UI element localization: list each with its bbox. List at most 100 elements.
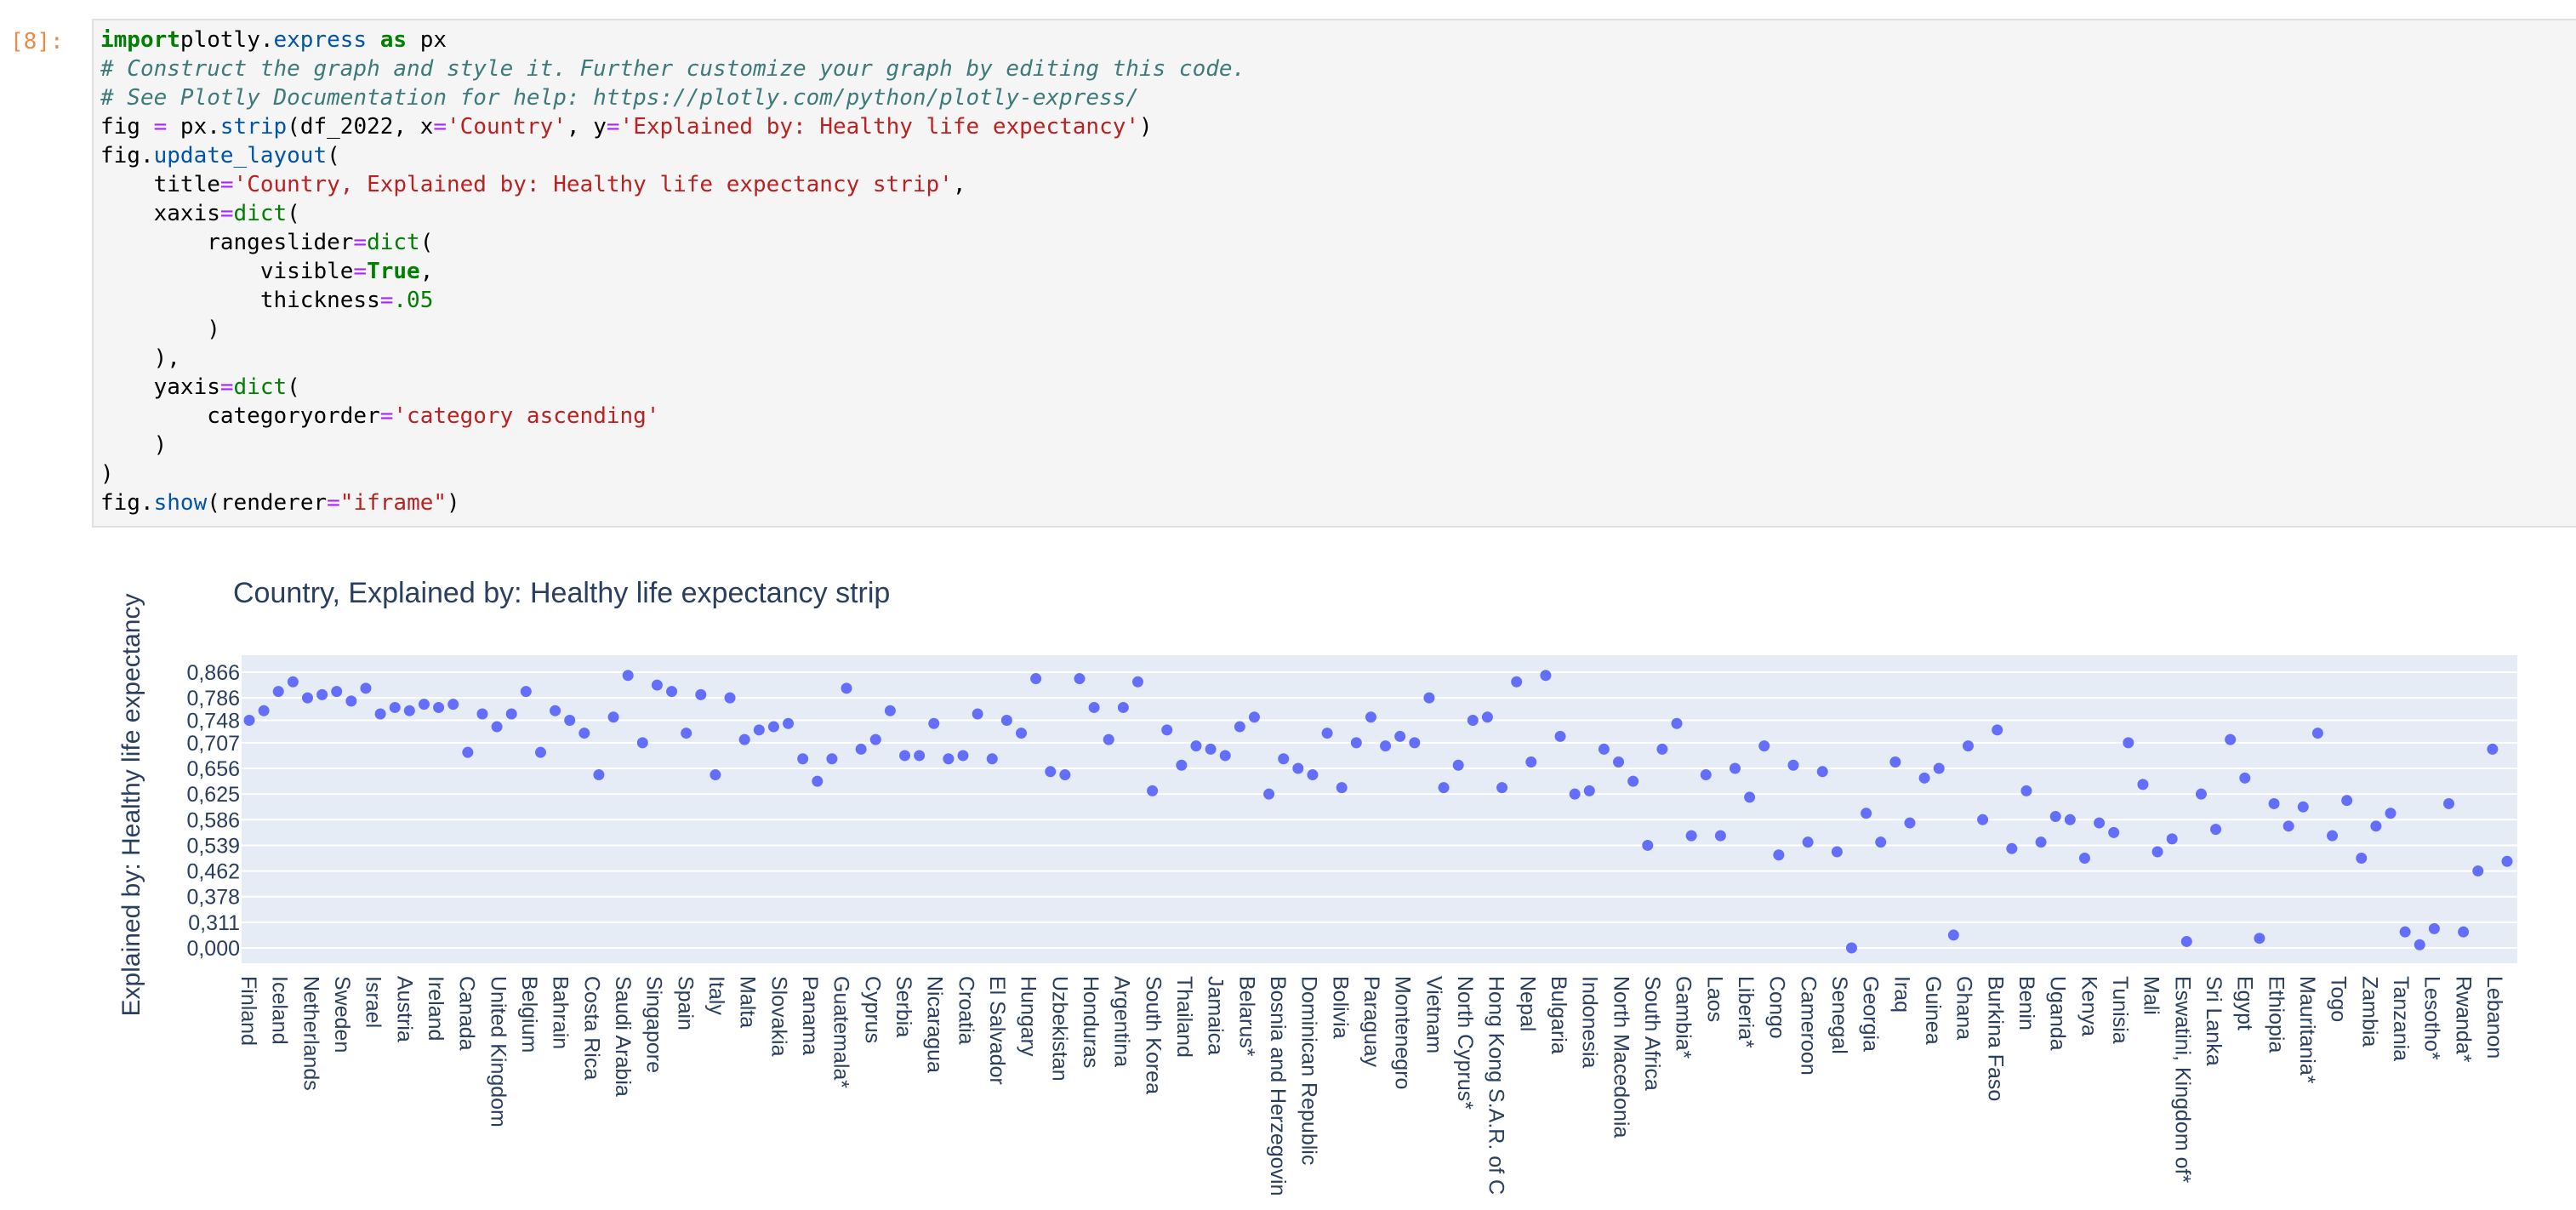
data-point[interactable] [578,728,590,739]
data-point[interactable] [797,753,809,765]
data-point[interactable] [2458,926,2470,938]
data-point[interactable] [1583,785,1595,796]
data-point[interactable] [1685,830,1697,842]
data-point[interactable] [2108,826,2120,838]
data-point[interactable] [2414,939,2425,950]
data-point[interactable] [1088,701,1100,713]
data-point[interactable] [2472,865,2484,877]
data-point[interactable] [2123,737,2134,749]
data-point[interactable] [1598,743,1610,755]
data-point[interactable] [1423,692,1435,704]
data-point[interactable] [636,737,648,749]
data-point[interactable] [1394,730,1406,742]
data-point[interactable] [2341,795,2353,807]
data-point[interactable] [287,676,299,688]
data-point[interactable] [1147,785,1159,796]
data-point[interactable] [1730,762,1741,774]
data-point[interactable] [2239,772,2251,784]
data-point[interactable] [1569,788,1581,800]
data-point[interactable] [1861,808,1872,819]
data-point[interactable] [1802,836,1814,848]
data-point[interactable] [1234,721,1245,733]
data-point[interactable] [972,708,983,720]
data-point[interactable] [767,721,779,733]
data-point[interactable] [2020,785,2032,796]
data-point[interactable] [812,775,824,787]
data-point[interactable] [491,721,503,733]
data-point[interactable] [2094,817,2106,829]
data-point[interactable] [2064,813,2076,825]
data-point[interactable] [2487,743,2499,755]
data-point[interactable] [1131,676,1143,688]
data-point[interactable] [1554,730,1566,742]
data-point[interactable] [2151,846,2163,858]
data-point[interactable] [2210,824,2222,836]
data-point[interactable] [403,705,415,716]
data-point[interactable] [1758,740,1770,752]
data-point[interactable] [2006,842,2018,854]
data-point[interactable] [1205,743,1217,755]
data-point[interactable] [258,705,270,716]
data-point[interactable] [2385,808,2396,819]
data-point[interactable] [1744,791,1756,803]
data-point[interactable] [1831,846,1843,858]
data-point[interactable] [1248,711,1260,723]
data-point[interactable] [1278,753,1290,765]
data-point[interactable] [1321,728,1333,739]
data-point[interactable] [2166,833,2178,845]
data-point[interactable] [1816,766,1828,778]
data-point[interactable] [476,708,488,720]
data-point[interactable] [1875,836,1887,848]
data-point[interactable] [1627,775,1639,787]
data-point[interactable] [943,753,955,765]
data-point[interactable] [564,715,576,727]
data-point[interactable] [301,692,313,704]
data-point[interactable] [418,699,430,711]
data-point[interactable] [899,750,911,762]
data-point[interactable] [1074,673,1086,685]
data-point[interactable] [914,750,926,762]
data-point[interactable] [681,728,692,739]
data-point[interactable] [1059,769,1071,781]
data-point[interactable] [884,705,896,716]
data-point[interactable] [1292,762,1304,774]
data-point[interactable] [855,743,867,755]
data-point[interactable] [1176,759,1188,771]
data-point[interactable] [695,688,707,700]
data-point[interactable] [607,711,619,723]
data-point[interactable] [738,733,750,745]
data-point[interactable] [1263,788,1275,800]
data-point[interactable] [1190,740,1202,752]
data-point[interactable] [345,695,357,707]
data-point[interactable] [520,686,532,698]
data-point[interactable] [1045,766,1057,778]
data-point[interactable] [1933,762,1945,774]
data-point[interactable] [2195,788,2207,800]
data-point[interactable] [2297,801,2309,813]
data-point[interactable] [928,717,940,729]
data-point[interactable] [1845,942,1857,954]
data-point[interactable] [462,746,474,758]
data-point[interactable] [2282,820,2294,832]
data-point[interactable] [1889,756,1901,768]
data-point[interactable] [1962,740,1974,752]
data-point[interactable] [869,733,881,745]
data-point[interactable] [1773,849,1785,861]
data-point[interactable] [1947,929,1959,941]
data-point[interactable] [1380,740,1392,752]
data-point[interactable] [1103,733,1114,745]
data-point[interactable] [622,670,634,682]
data-point[interactable] [1117,701,1129,713]
data-point[interactable] [2035,836,2047,848]
data-point[interactable] [710,769,721,781]
data-point[interactable] [1307,769,1319,781]
data-point[interactable] [826,753,838,765]
data-point[interactable] [2225,733,2237,745]
data-point[interactable] [505,708,517,720]
data-point[interactable] [1350,737,1362,749]
data-point[interactable] [360,682,372,694]
data-point[interactable] [593,769,605,781]
data-point[interactable] [2137,779,2149,790]
data-point[interactable] [2428,922,2440,934]
data-point[interactable] [331,686,343,698]
